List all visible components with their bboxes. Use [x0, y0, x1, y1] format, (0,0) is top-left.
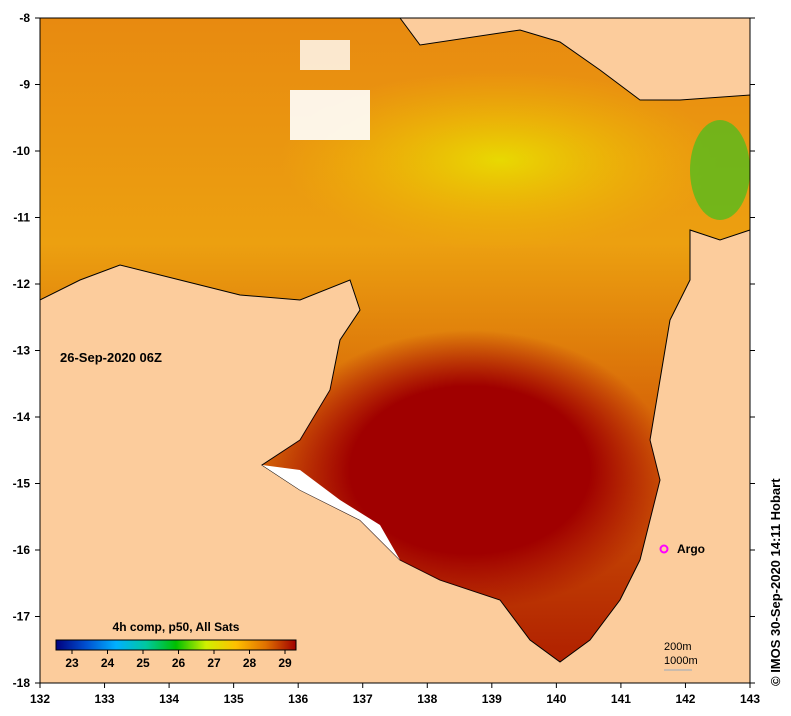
- colorbar-tick-label: 26: [172, 656, 186, 670]
- colorbar-tick-label: 24: [101, 656, 115, 670]
- lon-tick-label: 136: [288, 692, 308, 706]
- cloud-mask: [300, 40, 350, 70]
- lat-tick-label: -16: [13, 543, 31, 557]
- lon-tick-label: 141: [611, 692, 631, 706]
- depth-label-200m: 200m: [664, 641, 692, 653]
- lat-tick-label: -12: [13, 277, 31, 291]
- colorbar: [55, 639, 297, 651]
- colorbar-tick-label: 29: [278, 656, 292, 670]
- argo-label: Argo: [677, 542, 705, 556]
- lat-tick-label: -15: [13, 477, 31, 491]
- lon-tick-label: 133: [95, 692, 115, 706]
- lon-tick-label: 132: [30, 692, 50, 706]
- credit-text: © IMOS 30-Sep-2020 14:11 Hobart: [768, 478, 783, 686]
- lon-tick-label: 140: [546, 692, 566, 706]
- lon-tick-label: 135: [224, 692, 244, 706]
- lon-tick-label: 138: [417, 692, 437, 706]
- lat-tick-label: -8: [19, 11, 30, 25]
- lat-tick-label: -10: [13, 144, 31, 158]
- date-label: 26-Sep-2020 06Z: [60, 350, 162, 365]
- lon-tick-label: 142: [675, 692, 695, 706]
- lon-tick-label: 139: [482, 692, 502, 706]
- colorbar-tick-label: 27: [207, 656, 221, 670]
- cool-green-patch: [690, 120, 750, 220]
- lat-tick-label: -14: [13, 410, 31, 424]
- argo-float-marker[interactable]: [659, 544, 669, 554]
- lat-tick-label: -13: [13, 344, 31, 358]
- lat-tick-label: -17: [13, 610, 31, 624]
- lon-tick-label: 134: [159, 692, 179, 706]
- lat-tick-label: -9: [19, 78, 30, 92]
- colorbar-tick-label: 23: [65, 656, 79, 670]
- lat-tick-label: -18: [13, 676, 31, 690]
- warm-yellow-band: [280, 70, 720, 250]
- legend-title: 4h comp, p50, All Sats: [113, 620, 240, 634]
- lat-tick-label: -11: [13, 211, 30, 225]
- cloud-mask: [290, 90, 370, 140]
- colorbar-tick-label: 25: [136, 656, 150, 670]
- lon-tick-label: 143: [740, 692, 760, 706]
- lon-tick-label: 137: [353, 692, 373, 706]
- depth-label-1000m: 1000m: [664, 655, 698, 667]
- colorbar-tick-label: 28: [243, 656, 257, 670]
